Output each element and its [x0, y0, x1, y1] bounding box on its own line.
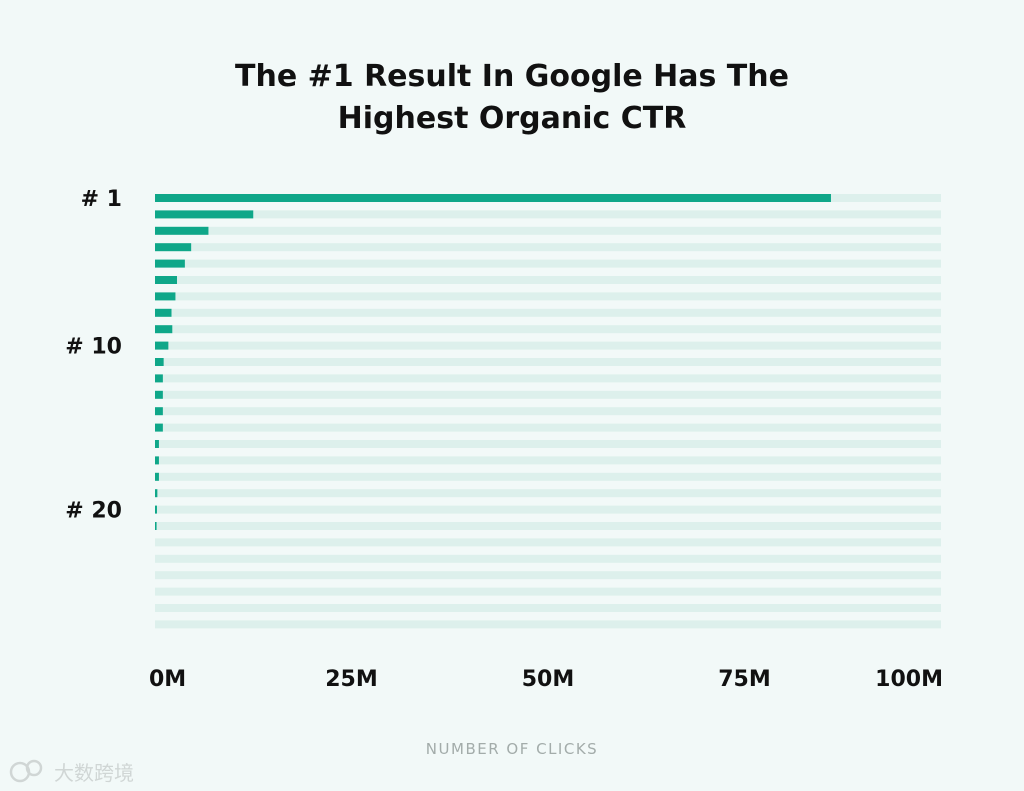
bar-track-14 [155, 407, 941, 416]
bar-track-13 [155, 390, 941, 399]
bar-rank-15 [155, 423, 163, 432]
bar-rank-9 [155, 325, 173, 334]
bar-track-11 [155, 358, 941, 366]
bar-track-3 [155, 226, 941, 235]
bar-track-17 [155, 456, 941, 465]
bar-rank-16 [155, 440, 159, 448]
bar-track-7 [155, 292, 941, 301]
bar-rank-6 [155, 276, 178, 284]
bar-track-12 [155, 374, 941, 383]
bar-track-10 [155, 341, 941, 350]
x-axis-ticks: 0M 25M 50M 75M 100M [149, 667, 943, 692]
bar-track-4 [155, 243, 941, 252]
watermark-logo-icon [9, 759, 43, 783]
bar-track-19 [155, 489, 941, 498]
bar-track-25 [155, 587, 941, 596]
watermark: 大数跨境 [8, 756, 134, 786]
bar-rank-5 [155, 259, 185, 268]
bar-rank-12 [155, 374, 163, 383]
bar-rank-11 [155, 358, 164, 366]
bars [155, 194, 831, 530]
bar-rank-17 [155, 456, 159, 465]
bar-rank-13 [155, 390, 163, 399]
bar-track-5 [155, 259, 941, 268]
x-tick-label-50m: 50M [522, 667, 575, 692]
chart-title-line-1: The #1 Result In Google Has The [235, 59, 789, 94]
bar-rank-8 [155, 308, 172, 317]
chart-title: The #1 Result In Google Has The Highest … [0, 56, 1024, 140]
bar-rank-20 [155, 505, 157, 514]
row-label-rank-1: # 1 [81, 187, 122, 212]
bar-rank-2 [155, 210, 254, 219]
bar-track-8 [155, 308, 941, 317]
x-tick-label-0m: 0M [149, 667, 186, 692]
x-tick-label-25m: 25M [325, 667, 378, 692]
bar-track-20 [155, 505, 941, 514]
chart-title-line-2: Highest Organic CTR [337, 101, 687, 136]
bar-rank-18 [155, 472, 159, 481]
bar-track-24 [155, 571, 941, 580]
bar-rank-21 [155, 522, 157, 530]
bar-rank-1 [155, 194, 831, 202]
bar-rank-19 [155, 489, 158, 498]
bar-track-27 [155, 620, 941, 629]
bar-track-18 [155, 472, 941, 481]
row-labels: # 1 # 10 # 20 [65, 187, 122, 524]
bar-rank-4 [155, 243, 192, 252]
bar-rank-14 [155, 407, 163, 416]
x-tick-label-100m: 100M [875, 667, 943, 692]
bar-track-9 [155, 325, 941, 334]
watermark-text: 大数跨境 [54, 760, 134, 785]
x-tick-label-75m: 75M [718, 667, 771, 692]
x-axis-label: NUMBER OF CLICKS [425, 740, 599, 758]
bar-tracks [155, 194, 941, 629]
bar-track-22 [155, 538, 941, 547]
bar-track-6 [155, 276, 941, 284]
bar-rank-10 [155, 341, 169, 350]
bar-rank-3 [155, 226, 209, 235]
row-label-rank-10: # 10 [65, 335, 122, 360]
bar-track-21 [155, 522, 941, 530]
bar-track-23 [155, 554, 941, 563]
bar-track-16 [155, 440, 941, 448]
bar-track-15 [155, 423, 941, 432]
row-label-rank-20: # 20 [65, 499, 122, 524]
bar-track-2 [155, 210, 941, 219]
bar-rank-7 [155, 292, 176, 301]
bar-track-26 [155, 604, 941, 612]
